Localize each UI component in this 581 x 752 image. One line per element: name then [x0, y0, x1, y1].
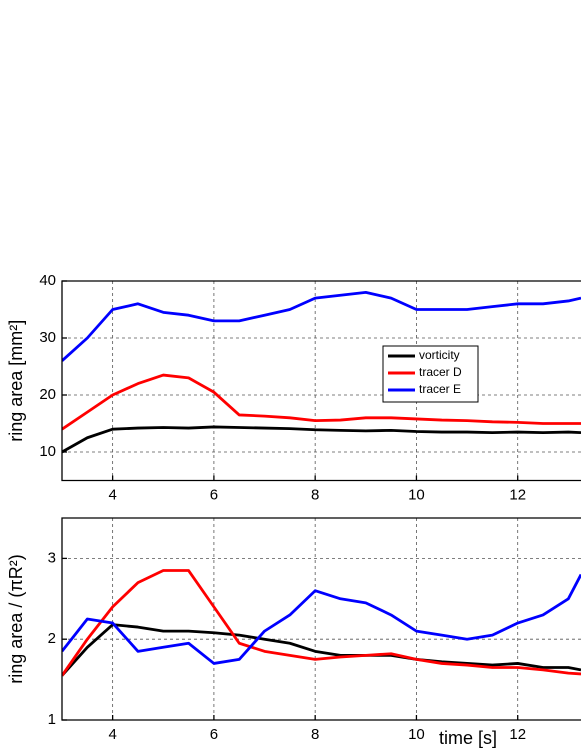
y-axis-label: ring area [mm²] [6, 320, 26, 442]
series-line [62, 569, 581, 677]
plot-area [62, 291, 581, 454]
series-line [62, 373, 581, 431]
y-tick-label: 20 [39, 386, 56, 403]
series-line [62, 623, 581, 677]
axis-frame [61, 517, 581, 721]
y-tick-label: 2 [48, 630, 56, 647]
x-tick-label: 4 [108, 726, 116, 743]
x-tick-label: 12 [509, 726, 526, 743]
legend-label: tracer E [419, 382, 461, 396]
plot-area [62, 569, 581, 677]
legend-label: tracer D [419, 365, 462, 379]
legend-label: vorticity [419, 348, 460, 362]
x-tick-label: 8 [311, 486, 319, 503]
y-tick-label: 1 [48, 711, 56, 728]
y-axis-label: ring area / (πR²) [6, 554, 26, 683]
series-line [62, 425, 581, 454]
y-tick-label: 40 [39, 272, 56, 289]
x-tick-label: 6 [210, 726, 218, 743]
x-label-bg [432, 728, 504, 750]
y-tick-label: 30 [39, 329, 56, 346]
series-line [62, 291, 581, 362]
x-tick-label: 12 [509, 486, 526, 503]
y-tick-label: 3 [48, 549, 56, 566]
x-axis-label: time [s] [439, 728, 497, 748]
x-tick-label: 10 [408, 486, 425, 503]
x-tick-label: 6 [210, 486, 218, 503]
x-tick-label: 10 [408, 726, 425, 743]
x-tick-label: 8 [311, 726, 319, 743]
axis-frame [61, 280, 581, 482]
y-tick-label: 10 [39, 443, 56, 460]
series-line [62, 573, 581, 665]
x-tick-label: 4 [108, 486, 116, 503]
